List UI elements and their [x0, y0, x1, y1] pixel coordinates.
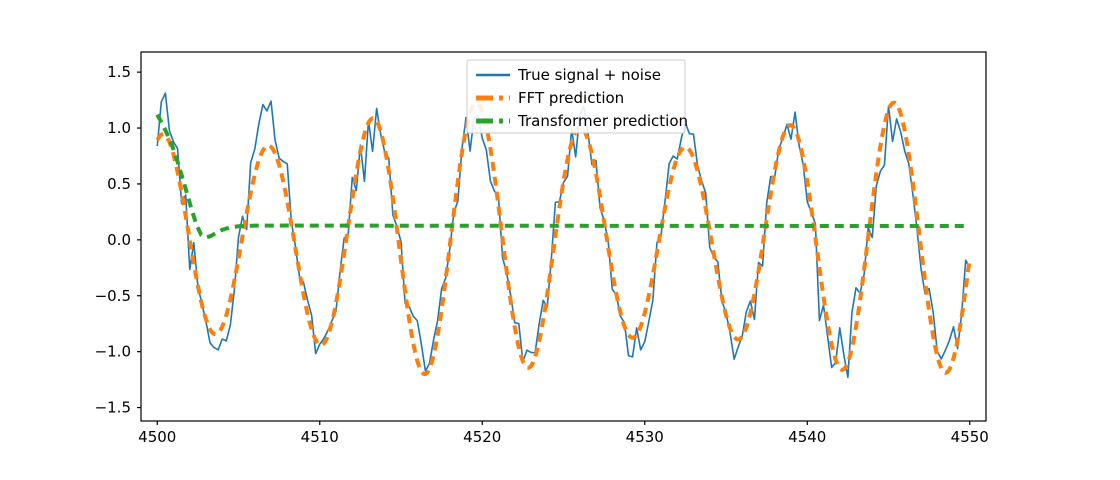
x-tick-label: 4500 [138, 428, 176, 446]
x-tick-label: 4550 [951, 428, 989, 446]
x-tick-label: 4510 [301, 428, 339, 446]
y-tick-label: −1.0 [95, 343, 131, 361]
series-line-1 [155, 100, 972, 377]
series-line-0 [156, 92, 971, 379]
y-tick-label: −0.5 [95, 287, 131, 305]
legend-box [466, 59, 686, 134]
series-group [155, 92, 972, 379]
y-tick-label: 1.5 [107, 63, 131, 81]
x-tick-label: 4520 [463, 428, 501, 446]
axes-frame [140, 51, 987, 422]
y-tick-label: 0.0 [107, 231, 131, 249]
y-tick-label: 1.0 [107, 119, 131, 137]
y-tick-label: 0.5 [107, 175, 131, 193]
x-tick-label: 4540 [788, 428, 826, 446]
series-line-2 [155, 113, 970, 240]
x-tick-label: 4530 [626, 428, 664, 446]
legend-label-0: True signal + noise [517, 66, 661, 84]
chart-legend[interactable]: True signal + noise FFT prediction Transfo… [466, 59, 688, 134]
x-axis: 4500 4510 4520 4530 4540 4550 [138, 421, 989, 446]
legend-label-1: FFT prediction [518, 89, 624, 107]
y-tick-label: −1.5 [95, 399, 131, 417]
y-axis: −1.5 −1.0 −0.5 0.0 0.5 1.0 1.5 [95, 63, 141, 417]
legend-label-2: Transformer prediction [517, 112, 688, 130]
